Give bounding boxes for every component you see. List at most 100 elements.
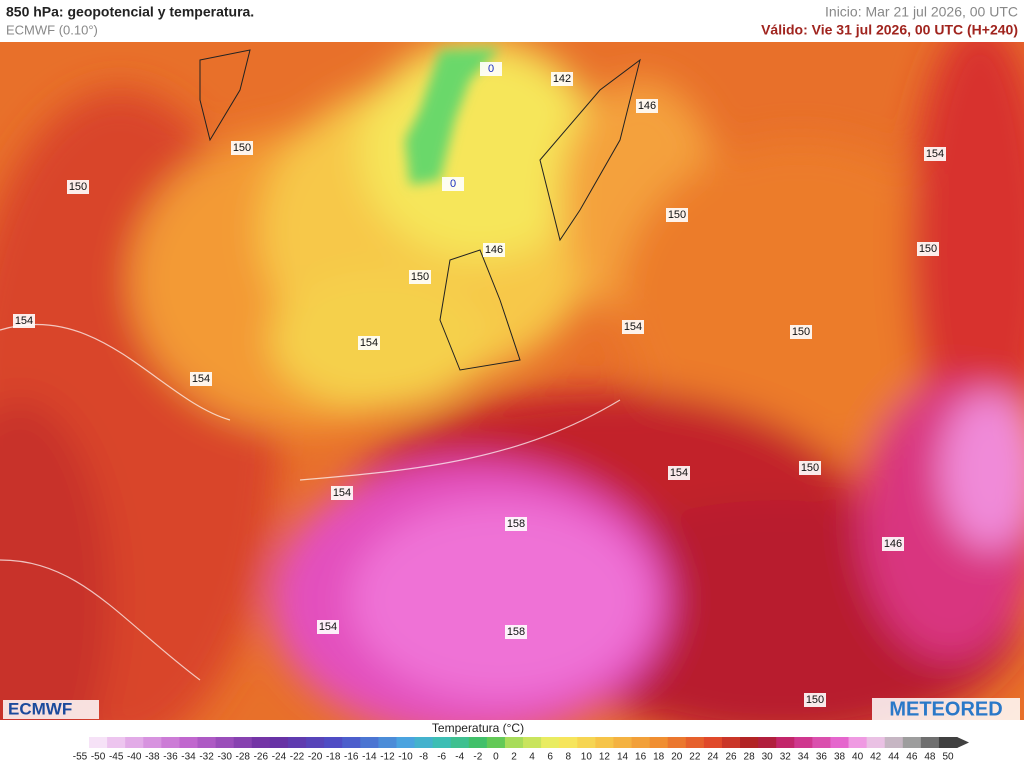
contour-label-bg xyxy=(13,314,35,328)
colorbar-swatch xyxy=(432,737,452,748)
logo-ecmwf: ECMWF xyxy=(8,699,72,718)
colorbar-label: 8 xyxy=(565,752,571,763)
colorbar-label: 22 xyxy=(689,752,701,763)
colorbar-label: 4 xyxy=(529,752,535,763)
logo-bg xyxy=(872,698,1020,720)
colorbar-swatch xyxy=(125,737,144,748)
colorbar-label: -16 xyxy=(344,752,359,763)
contour-label-bg xyxy=(317,620,339,634)
colorbar-swatch xyxy=(884,737,904,748)
colorbar: -55 -50 -45 -40 -38 -36 -34 -32 -30 -28 -26 -24 -22-… xyxy=(58,737,970,763)
contour-label-bg xyxy=(505,625,527,639)
colorbar-swatch xyxy=(306,737,325,748)
contour-label: 150 xyxy=(806,694,824,706)
colorbar-label: -34 xyxy=(181,752,196,763)
colorbar-label: 26 xyxy=(725,752,737,763)
contour-label: 150 xyxy=(233,142,251,154)
contour-label: 150 xyxy=(69,181,87,193)
colorbar-swatch xyxy=(758,737,777,748)
contour-label: 146 xyxy=(485,244,503,256)
contour-label-bg xyxy=(442,177,464,191)
colorbar-label: 32 xyxy=(780,752,792,763)
contour-label: 154 xyxy=(333,487,351,499)
contour-label-bg xyxy=(331,486,353,500)
contour-label: 142 xyxy=(553,73,571,85)
colorbar-label: 50 xyxy=(942,752,954,763)
colorbar-label: 44 xyxy=(888,752,900,763)
colorbar-label: -50 xyxy=(91,752,106,763)
colorbar-swatch xyxy=(197,737,217,748)
colorbar-label: 42 xyxy=(870,752,882,763)
contour-label-bg xyxy=(551,72,573,86)
colorbar-label: -6 xyxy=(437,752,446,763)
colorbar-swatch xyxy=(468,737,488,748)
colorbar-label: -26 xyxy=(254,752,269,763)
colorbar-label: -30 xyxy=(217,752,232,763)
colorbar-swatch xyxy=(613,737,633,748)
colorbar-label: 48 xyxy=(924,752,936,763)
colorbar-swatch xyxy=(360,737,379,748)
colorbar-swatch xyxy=(740,737,759,748)
contour-label-bg xyxy=(67,180,89,194)
colorbar-swatch xyxy=(577,737,596,748)
contour-label-bg xyxy=(358,336,380,350)
contour-label: 150 xyxy=(801,462,819,474)
contour-label: 154 xyxy=(624,321,642,333)
colorbar-swatch xyxy=(89,737,108,748)
colorbar-label: -36 xyxy=(163,752,178,763)
colorbar-label: 20 xyxy=(671,752,683,763)
colorbar-label: -4 xyxy=(455,752,464,763)
colorbar-swatch xyxy=(685,737,705,748)
contour-label-bg xyxy=(483,243,505,257)
colorbar-label: -28 xyxy=(236,752,251,763)
colorbar-swatch xyxy=(504,737,524,748)
colorbar-label: 10 xyxy=(581,752,593,763)
colorbar-swatch xyxy=(414,737,434,748)
colorbar-swatch xyxy=(703,737,723,748)
colorbar-swatch xyxy=(450,737,470,748)
colorbar-swatch xyxy=(667,737,687,748)
colorbar-label: 14 xyxy=(617,752,629,763)
colorbar-swatch xyxy=(721,737,741,748)
logo-meteored: METEORED xyxy=(889,698,1002,720)
contour-label: 154 xyxy=(926,148,944,160)
colorbar-swatch xyxy=(902,737,922,748)
colorbar-swatch xyxy=(920,737,940,748)
colorbar-swatch xyxy=(794,737,813,748)
colorbar-swatch xyxy=(649,737,669,748)
colorbar-swatch xyxy=(161,737,180,748)
colorbar-label: -20 xyxy=(308,752,323,763)
colorbar-swatch xyxy=(251,737,271,748)
colorbar-swatch xyxy=(866,737,886,748)
contour-label: 146 xyxy=(638,100,656,112)
colorbar-label: 28 xyxy=(744,752,756,763)
contour-label: 154 xyxy=(670,467,688,479)
colorbar-arrow-right xyxy=(957,737,970,748)
contour-label-bg xyxy=(480,62,502,76)
contour-label: 154 xyxy=(360,337,378,349)
contour-label-bg xyxy=(799,461,821,475)
colorbar-swatch xyxy=(70,737,90,748)
colorbar-swatch xyxy=(342,737,361,748)
colorbar-label: -55 xyxy=(73,752,88,763)
contour-label: 154 xyxy=(15,315,33,327)
valid-time: Válido: Vie 31 jul 2026, 00 UTC (H+240) xyxy=(761,22,1018,38)
contour-label-bg xyxy=(917,242,939,256)
init-time: Inicio: Mar 21 jul 2026, 00 UTC xyxy=(825,4,1018,20)
colorbar-swatch xyxy=(523,737,542,748)
colorbar-swatch xyxy=(938,737,958,748)
title: 850 hPa: geopotencial y temperatura. xyxy=(6,4,254,20)
logo-bg xyxy=(3,700,99,719)
contour-label-bg xyxy=(882,537,904,551)
colorbar-label: 16 xyxy=(635,752,647,763)
colorbar-swatch xyxy=(233,737,253,748)
colorbar-swatch xyxy=(812,737,831,748)
colorbar-label: 2 xyxy=(511,752,517,763)
colorbar-swatch xyxy=(396,737,416,748)
contour-label: 150 xyxy=(668,209,686,221)
contour-label: 150 xyxy=(919,243,937,255)
colorbar-swatch xyxy=(179,737,199,748)
contour-label: 158 xyxy=(507,518,525,530)
colorbar-label: 12 xyxy=(599,752,611,763)
contour-label: 154 xyxy=(192,373,210,385)
